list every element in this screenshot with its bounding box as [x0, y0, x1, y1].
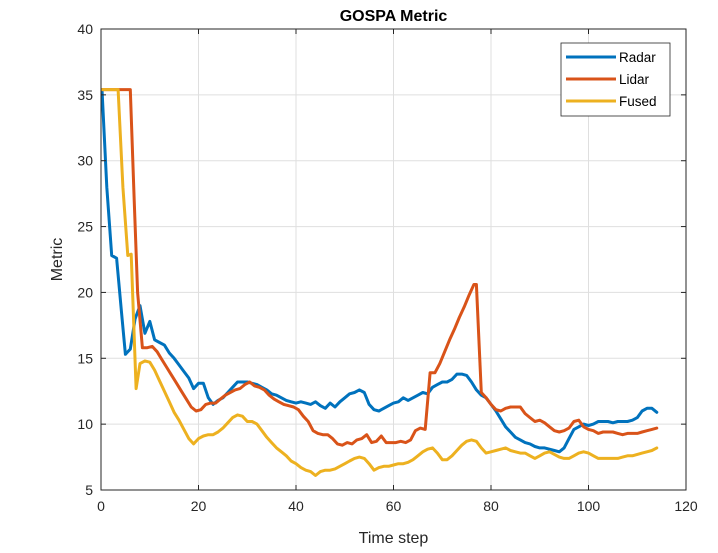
x-tick-label: 40	[288, 498, 304, 514]
series-line-fused	[100, 88, 659, 477]
x-axis-label: Time step	[359, 530, 429, 547]
x-tick-label: 120	[674, 498, 698, 514]
y-tick-label: 20	[77, 284, 93, 300]
x-tick-label: 80	[483, 498, 499, 514]
x-tick-label: 0	[97, 498, 105, 514]
y-tick-label: 5	[85, 482, 93, 498]
series-line-lidar	[100, 88, 659, 447]
y-tick-label: 30	[77, 153, 93, 169]
y-tick-label: 35	[77, 87, 93, 103]
y-tick-label: 10	[77, 416, 93, 432]
y-tick-label: 25	[77, 219, 93, 235]
chart-title: GOSPA Metric	[340, 8, 448, 25]
legend-label-lidar: Lidar	[619, 72, 650, 87]
y-tick-label: 15	[77, 350, 93, 366]
legend: Radar Lidar Fused	[560, 42, 671, 117]
legend-label-radar: Radar	[619, 50, 656, 65]
x-tick-label: 100	[577, 498, 601, 514]
x-tick-label: 60	[386, 498, 402, 514]
x-tick-label: 20	[191, 498, 207, 514]
series-group	[100, 88, 659, 477]
y-tick-label: 40	[77, 21, 93, 37]
series-line-radar	[100, 88, 659, 454]
legend-label-fused: Fused	[619, 94, 657, 109]
y-axis-label: Metric	[49, 238, 66, 282]
ticks-group: 0 20 40 60 80 100 120 5 10 15 20 25 30 35 40	[77, 21, 697, 514]
